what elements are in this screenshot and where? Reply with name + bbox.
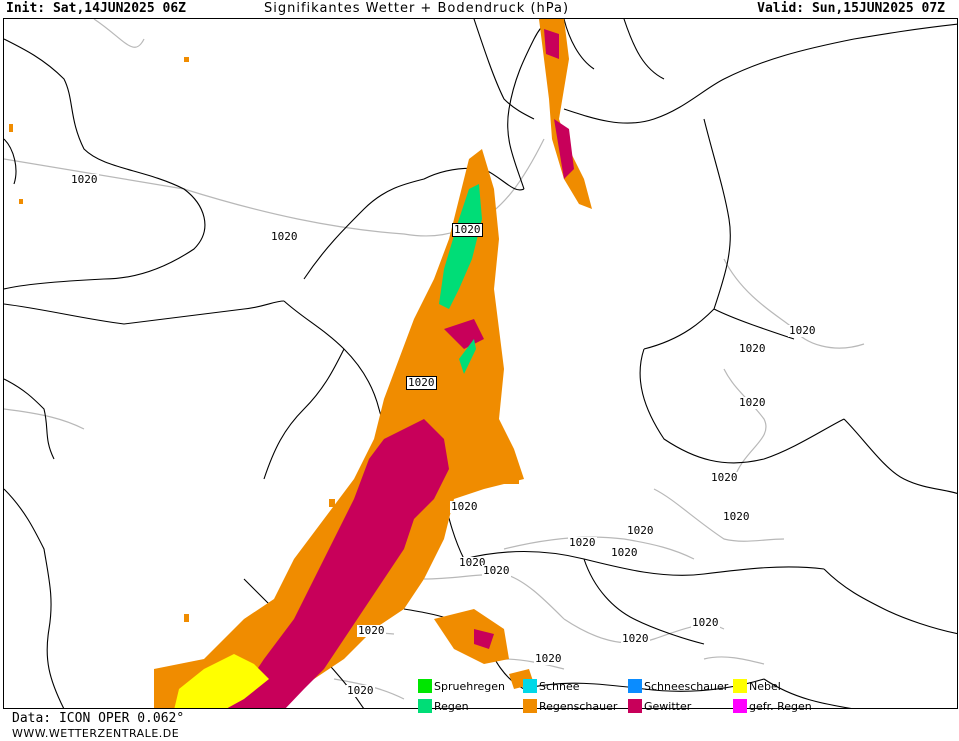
isobar-label: 1020: [270, 230, 299, 243]
legend-item-gewitter: Gewitter: [628, 699, 691, 713]
legend-label: Schneeschauer: [644, 679, 729, 693]
isobar-label: 1020: [568, 536, 597, 549]
legend-swatch: [628, 699, 642, 713]
legend-label: Schnee: [539, 679, 580, 693]
legend-swatch: [418, 679, 432, 693]
precipitation-nebel: [174, 654, 269, 708]
legend-swatch: [733, 679, 747, 693]
legend-label: Regenschauer: [539, 699, 618, 713]
isobar-label: 1020: [452, 223, 483, 237]
legend-item-schneeschauer: Schneeschauer: [628, 679, 728, 693]
legend-label: Regen: [434, 699, 469, 713]
legend-label: Spruehregen: [434, 679, 505, 693]
valid-time: Valid: Sun,15JUN2025 07Z: [757, 1, 945, 16]
legend-item-schnee: Schnee: [523, 679, 580, 693]
legend-swatch: [733, 699, 747, 713]
isobar-label: 1020: [738, 396, 767, 409]
precipitation-regen: [439, 184, 482, 374]
legend-item-regen: Regen: [418, 699, 469, 713]
header-bar: Init: Sat,14JUN2025 06Z Signifikantes We…: [0, 0, 959, 18]
legend-swatch: [628, 679, 642, 693]
legend-swatch: [523, 699, 537, 713]
legend-item-spruehregen: Spruehregen: [418, 679, 505, 693]
weather-map: 1020 1020 1020 1020 1020 1020 1020 1020 …: [3, 18, 958, 709]
isobar-label: 1020: [610, 546, 639, 559]
isobar-label: 1020: [626, 524, 655, 537]
isobar-label: 1020: [534, 652, 563, 665]
website-link[interactable]: WWW.WETTERZENTRALE.DE: [12, 727, 180, 740]
isobar-label: 1020: [406, 376, 437, 390]
legend-item-nebel: Nebel: [733, 679, 781, 693]
isobar-label: 1020: [738, 342, 767, 355]
map-title: Signifikantes Wetter + Bodendruck (hPa): [264, 1, 570, 16]
isobar-label: 1020: [691, 616, 720, 629]
isobar-label: 1020: [788, 324, 817, 337]
isobar-label: 1020: [722, 510, 751, 523]
legend-swatch: [418, 699, 432, 713]
isobar-label: 1020: [450, 500, 479, 513]
map-canvas: [4, 19, 957, 708]
isobar-label: 1020: [710, 471, 739, 484]
isobar-label: 1020: [357, 624, 386, 637]
legend-label: Nebel: [749, 679, 781, 693]
isobar-label: 1020: [458, 556, 487, 569]
data-source: Data: ICON OPER 0.062°: [12, 711, 185, 726]
precipitation-regenschauer: [154, 19, 592, 708]
precipitation-scattered: [9, 57, 519, 622]
legend-label: gefr. Regen: [749, 699, 812, 713]
isobar-label: 1020: [482, 564, 511, 577]
legend-label: Gewitter: [644, 699, 692, 713]
isobar-label: 1020: [70, 173, 99, 186]
isobar-label: 1020: [346, 684, 375, 697]
legend-swatch: [523, 679, 537, 693]
legend-item-regenschauer: Regenschauer: [523, 699, 617, 713]
init-time: Init: Sat,14JUN2025 06Z: [6, 1, 187, 16]
isobar-label: 1020: [621, 632, 650, 645]
legend-item-gefr-regen: gefr. Regen: [733, 699, 812, 713]
